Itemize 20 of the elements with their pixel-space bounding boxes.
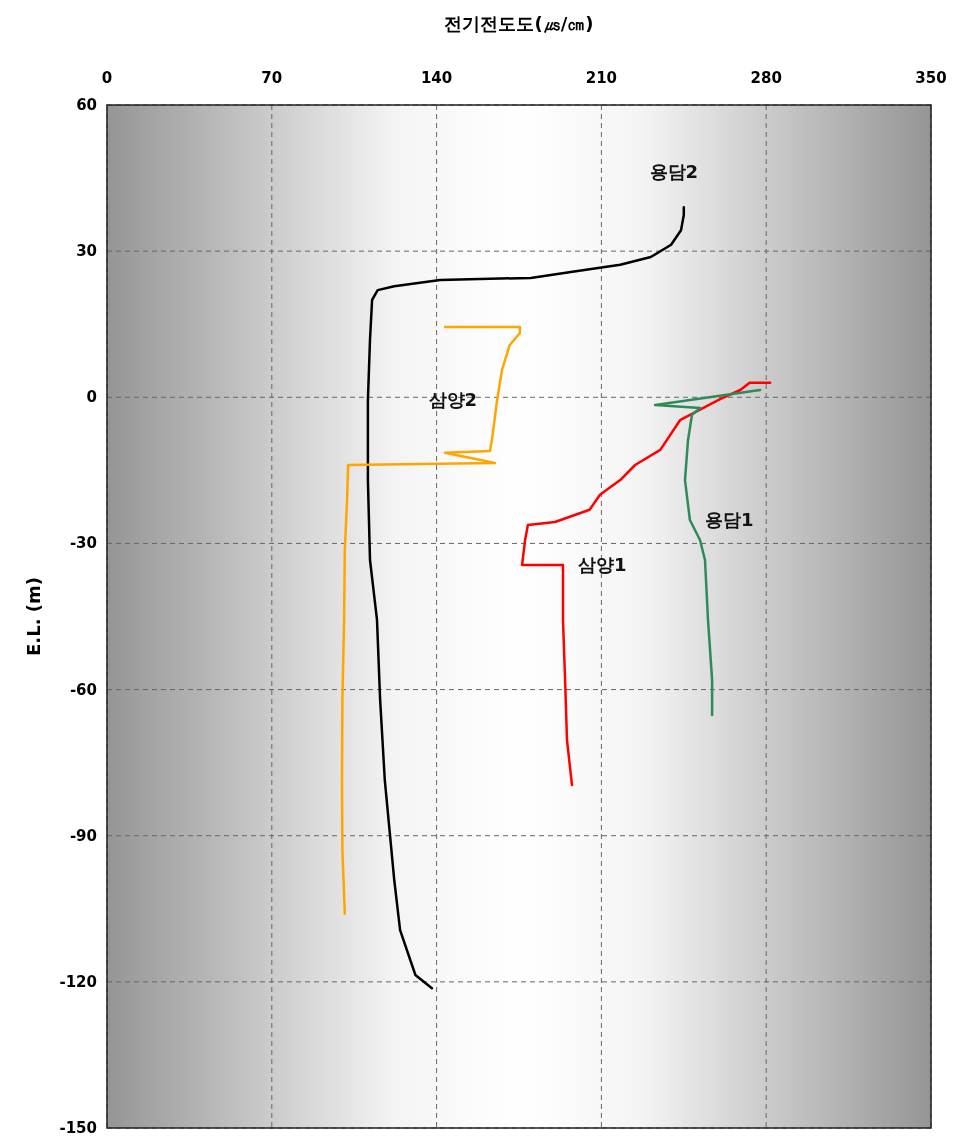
x-tick-label: 350 (915, 69, 947, 87)
y-tick-label: -60 (69, 680, 97, 699)
x-axis-title: 전기전도도(㎲/㎝) (444, 13, 594, 34)
y-tick-label: -150 (59, 1119, 97, 1137)
x-tick-label: 210 (585, 69, 618, 87)
y-tick-label: -90 (69, 826, 97, 845)
x-tick-label: 0 (101, 69, 113, 87)
y-tick-label: 60 (76, 96, 97, 114)
series-label: 삼양1 (578, 553, 627, 575)
y-tick-label: -120 (59, 972, 97, 991)
x-tick-label: 140 (420, 69, 453, 87)
y-tick-label: -30 (69, 534, 97, 553)
x-tick-label: 70 (261, 69, 283, 87)
y-axis-title: E.L. (m) (23, 577, 44, 656)
series-label: 삼양2 (428, 389, 478, 411)
x-tick-label: 280 (750, 69, 782, 87)
series-label: 용담2 (649, 161, 699, 183)
series-label: 용담1 (704, 509, 754, 531)
y-tick-label: 0 (86, 388, 97, 407)
y-tick-label: 30 (76, 242, 97, 261)
